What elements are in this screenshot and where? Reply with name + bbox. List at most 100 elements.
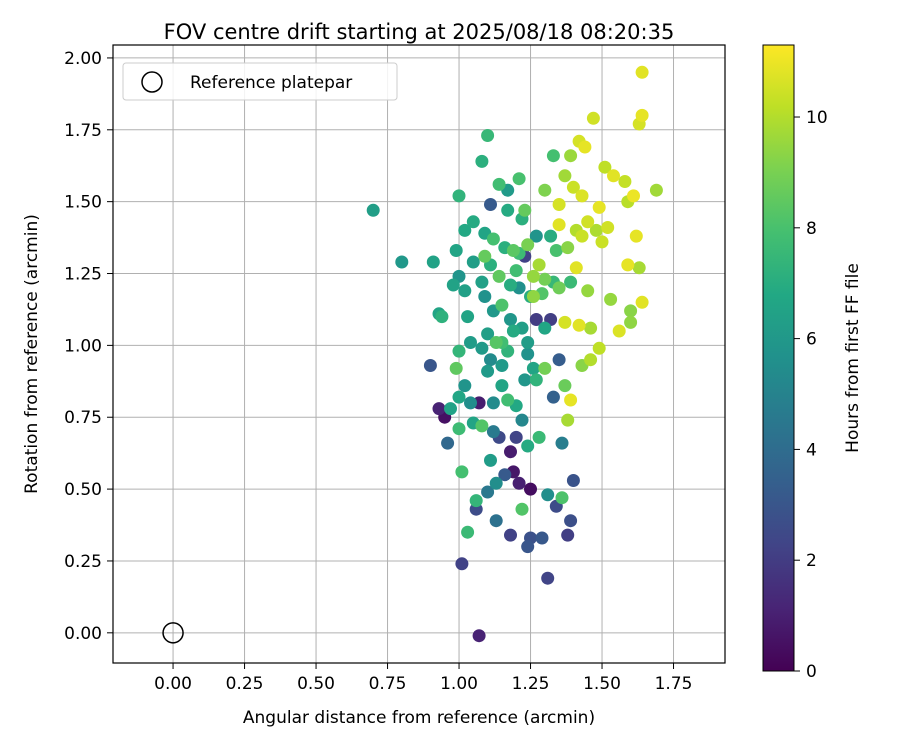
data-point — [526, 290, 540, 303]
y-tick-label: 0.75 — [64, 408, 102, 428]
data-point — [581, 284, 595, 298]
data-point — [544, 229, 558, 243]
x-tick-label: 0.75 — [369, 674, 407, 694]
data-point — [366, 203, 380, 217]
data-point — [624, 315, 638, 329]
data-point — [552, 353, 566, 367]
data-point — [512, 476, 526, 490]
data-point — [521, 238, 535, 252]
data-point — [552, 218, 566, 232]
data-point — [515, 502, 529, 516]
x-tick-label: 0.25 — [226, 674, 264, 694]
data-point — [526, 361, 540, 375]
data-point — [495, 379, 509, 393]
data-point — [592, 200, 606, 214]
data-point — [495, 298, 509, 312]
data-point — [566, 180, 580, 194]
data-point — [509, 264, 523, 278]
data-point — [524, 482, 537, 496]
data-point — [504, 278, 517, 292]
data-point — [561, 413, 575, 427]
data-point — [489, 336, 503, 349]
data-point — [552, 198, 566, 211]
chart-title: FOV centre drift starting at 2025/08/18 … — [164, 20, 675, 44]
data-point — [541, 488, 555, 502]
data-point — [584, 321, 598, 335]
x-tick-label: 1.50 — [583, 674, 621, 694]
data-point — [504, 313, 517, 326]
data-point — [532, 258, 546, 272]
data-point — [538, 361, 552, 375]
data-point — [512, 172, 526, 186]
data-point — [586, 111, 600, 125]
data-point — [589, 223, 603, 237]
data-point — [552, 281, 566, 295]
y-tick-label: 1.50 — [64, 193, 102, 213]
data-point — [469, 494, 483, 508]
data-point — [484, 198, 497, 211]
data-point — [495, 359, 509, 372]
data-point — [538, 272, 552, 286]
data-point — [478, 249, 492, 263]
colorbar-gradient — [762, 44, 795, 672]
x-axis-ticks: 0.00 0.25 0.50 0.75 1.00 1.25 1.50 1.75 — [154, 663, 692, 694]
data-point — [529, 313, 543, 326]
data-point — [481, 129, 495, 142]
data-point — [506, 324, 520, 338]
data-point — [458, 284, 472, 298]
data-point — [521, 336, 535, 349]
data-point — [607, 169, 620, 183]
colorbar-tick-label: 4 — [806, 440, 817, 460]
legend-entry-reference: Reference platepar — [190, 73, 352, 93]
data-point — [618, 175, 632, 188]
data-point — [461, 310, 475, 324]
colorbar-tick-label: 6 — [806, 330, 817, 350]
data-point — [538, 183, 552, 197]
data-point — [632, 261, 646, 275]
y-tick-label: 1.25 — [64, 265, 102, 285]
data-point — [501, 203, 515, 217]
data-point — [629, 229, 643, 243]
data-point — [612, 324, 626, 338]
data-point — [572, 318, 586, 332]
data-point — [546, 390, 560, 404]
y-tick-label: 0.50 — [64, 480, 102, 500]
data-point — [509, 430, 523, 444]
data-point — [501, 393, 515, 407]
data-point — [475, 154, 489, 168]
data-point — [604, 292, 618, 306]
colorbar-tick-label: 8 — [806, 219, 817, 239]
data-point — [449, 361, 463, 375]
data-point — [564, 275, 578, 289]
y-tick-label: 0.25 — [64, 552, 102, 572]
data-point — [486, 396, 500, 410]
y-axis-ticks: 0.00 0.25 0.50 0.75 1.00 1.25 1.50 1.75 2.00 — [64, 49, 113, 644]
data-point — [595, 235, 609, 249]
grid-lines — [113, 45, 725, 663]
data-point — [455, 465, 469, 479]
data-point — [498, 468, 512, 482]
data-point — [455, 557, 469, 571]
data-point — [549, 244, 563, 257]
data-point — [484, 353, 497, 367]
colorbar-tick-label: 10 — [806, 108, 828, 128]
data-point — [584, 353, 598, 367]
data-points — [366, 65, 663, 643]
data-point — [635, 295, 649, 309]
data-point — [452, 422, 466, 436]
data-point — [575, 189, 589, 203]
data-point — [481, 485, 495, 499]
data-point — [569, 261, 583, 275]
data-point — [581, 215, 595, 229]
data-point — [464, 396, 477, 410]
data-point — [426, 255, 440, 269]
x-axis-label: Angular distance from reference (arcmin) — [243, 708, 595, 728]
y-tick-label: 2.00 — [64, 49, 102, 69]
data-point — [464, 336, 477, 349]
data-point — [526, 269, 540, 283]
data-point — [598, 160, 612, 174]
data-point — [558, 379, 572, 393]
data-point — [458, 379, 472, 393]
data-point — [535, 531, 549, 545]
